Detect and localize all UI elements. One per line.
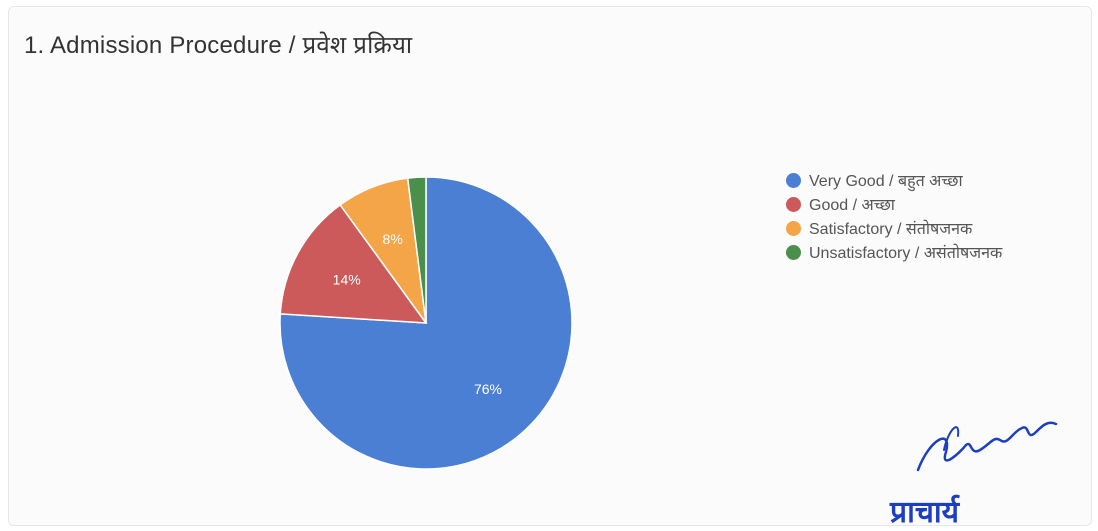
slice-label-1: 14% — [333, 271, 361, 287]
legend-swatch — [786, 220, 801, 236]
legend-item: Unsatisfactory / असंतोषजनक — [786, 240, 1002, 264]
legend-item: Satisfactory / संतोषजनक — [786, 216, 1002, 240]
pie-slice-1 — [279, 203, 428, 324]
slice-label-0: 76% — [474, 381, 502, 397]
principal-stamp: प्राचार्य — [890, 495, 960, 530]
legend-label: Unsatisfactory / असंतोषजनक — [809, 245, 1003, 262]
slice-label-2: 8% — [383, 231, 403, 247]
legend-swatch — [786, 172, 801, 188]
legend-label: Very Good / बहुत अच्छा — [809, 173, 963, 190]
legend-swatch — [786, 244, 801, 260]
legend-label: Good / अच्छा — [809, 197, 895, 214]
legend-item: Very Good / बहुत अच्छा — [786, 168, 1002, 192]
legend-label: Satisfactory / संतोषजनक — [809, 221, 973, 238]
pie-slice-3 — [406, 176, 427, 324]
chart-title: 1. Admission Procedure / प्रवेश प्रक्रिय… — [24, 32, 413, 59]
chart-legend: Very Good / बहुत अच्छा Good / अच्छा Satisf… — [786, 168, 1002, 264]
legend-item: Good / अच्छा — [786, 192, 1002, 216]
legend-swatch — [786, 196, 801, 212]
